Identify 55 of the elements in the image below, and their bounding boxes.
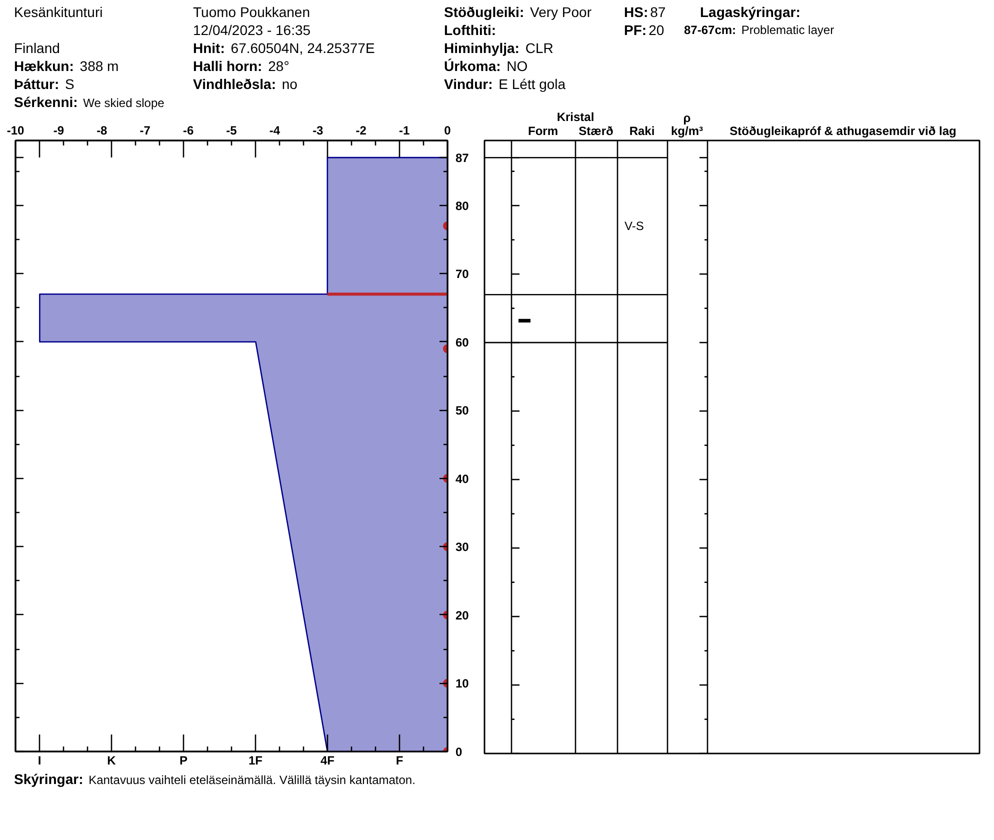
category-label: ρ kg/m³ — [670, 111, 704, 138]
text: Stöðugleiki: Very Poor — [444, 4, 592, 20]
category-label: Raki — [628, 124, 656, 138]
x-tick-label: I — [38, 754, 42, 768]
text: Hækkun: 388 m — [14, 58, 119, 74]
text: Hnit: 67.60504N, 24.25377E — [193, 40, 375, 56]
x2-tick-label: -1 — [398, 124, 410, 138]
x2-tick-label: -8 — [96, 124, 108, 138]
x2-tick-label: -10 — [6, 124, 24, 138]
text: PF:20 — [624, 22, 664, 38]
y-tick-label: 20 — [456, 608, 470, 622]
y-tick-label: 87 — [456, 151, 470, 166]
text: Kristal — [556, 110, 596, 124]
y-tick-label: 80 — [456, 198, 470, 213]
x-tick-label: 4F — [320, 754, 335, 768]
text: HS:87 — [624, 4, 666, 20]
text: Vindhleðsla: no — [193, 76, 298, 92]
category-label: Stærð — [578, 124, 614, 138]
y-tick-label: 60 — [456, 335, 470, 350]
x-tick-label: F — [396, 754, 404, 768]
x2-tick-label: -9 — [53, 124, 64, 138]
text: Skýringar: Kantavuus vaihteli eteläseinämällä. Välillä täysin kantamaton. — [14, 771, 416, 787]
text: Tuomo Poukkanen — [193, 4, 310, 20]
text: Lagaskýringar: — [700, 4, 800, 20]
text: V-S — [624, 219, 644, 234]
x-tick-label: K — [107, 754, 116, 768]
text: Þáttur: S — [14, 76, 74, 92]
text: Sérkenni: We skied slope — [14, 94, 164, 110]
x2-tick-label: 0 — [444, 124, 452, 138]
text: Finland — [14, 40, 60, 56]
x-tick-label: P — [180, 754, 188, 768]
text: Himinhylja: CLR — [444, 40, 554, 56]
x2-tick-label: -3 — [312, 124, 324, 138]
text: 12/04/2023 - 16:35 — [193, 22, 311, 38]
x-tick-label: 1F — [248, 754, 263, 768]
x2-tick-label: -6 — [182, 124, 194, 138]
x2-tick-label: -4 — [269, 124, 280, 138]
category-label: Form — [527, 124, 559, 138]
y-tick-label: 10 — [456, 676, 470, 691]
text: ▬ — [518, 312, 530, 326]
text: Halli horn: 28° — [193, 58, 290, 74]
y-tick-label: 50 — [456, 404, 470, 418]
category-label: Stöðugleikapróf & athugasemdir við lag — [728, 124, 958, 138]
y-tick-label: 30 — [456, 540, 470, 554]
y-tick-label: 40 — [456, 472, 470, 486]
x2-tick-label: -2 — [356, 124, 367, 138]
y-tick-label: 0 — [456, 745, 462, 759]
text: Kesänkitunturi — [14, 4, 103, 20]
y-tick-label: 70 — [456, 267, 470, 282]
text: Vindur: E Létt gola — [444, 76, 566, 92]
text: 87-67cm: Problematic layer — [684, 23, 834, 37]
text: Úrkoma: NO — [444, 58, 528, 74]
x2-tick-label: -5 — [226, 124, 238, 138]
text: Lofthiti: — [444, 22, 496, 38]
x2-tick-label: -7 — [140, 124, 151, 138]
